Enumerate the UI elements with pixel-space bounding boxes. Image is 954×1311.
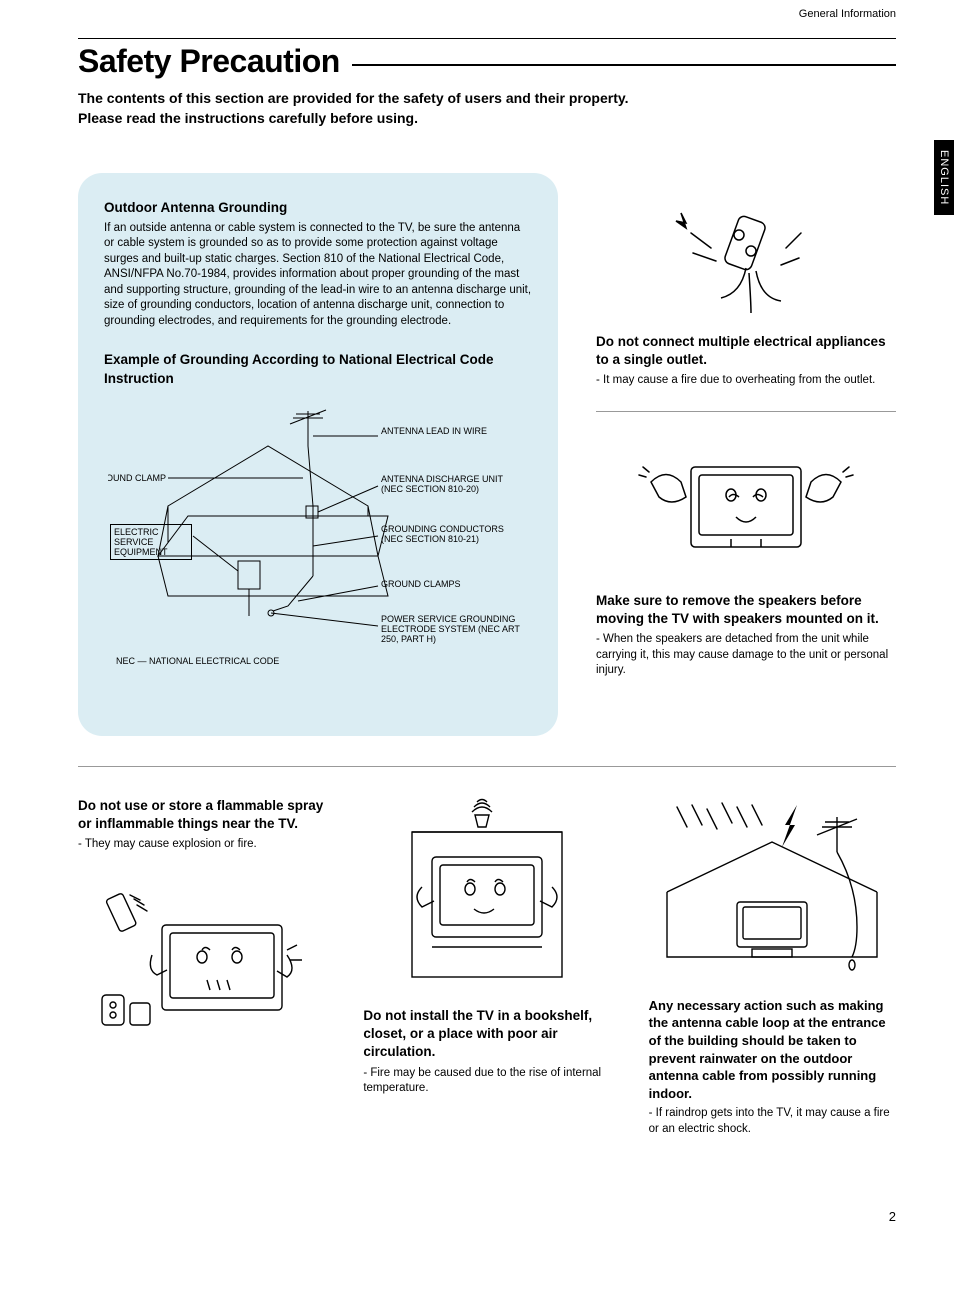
- warning-5-heading: Any necessary action such as making the …: [649, 997, 896, 1102]
- grounding-body: If an outside antenna or cable system is…: [104, 221, 532, 330]
- grounding-heading: Outdoor Antenna Grounding: [104, 199, 532, 217]
- warning-5-body: - If raindrop gets into the TV, it may c…: [649, 1106, 896, 1137]
- header-rule: [78, 38, 896, 39]
- warning-4-heading: Do not install the TV in a bookshelf, cl…: [363, 1007, 610, 1062]
- rain-antenna-illustration: [649, 797, 896, 987]
- warning-2-body: - When the speakers are detached from th…: [596, 632, 896, 679]
- grounding-diagram: GROUND CLAMP ELECTRIC SERVICE EQUIPMENT …: [104, 406, 532, 706]
- title-rule: [352, 64, 896, 66]
- intro-line-1: The contents of this section are provide…: [78, 90, 629, 106]
- grounding-box: Outdoor Antenna Grounding If an outside …: [78, 173, 558, 736]
- warning-4-body: - Fire may be caused due to the rise of …: [363, 1066, 610, 1097]
- warning-1-body: - It may cause a fire due to overheating…: [596, 373, 896, 389]
- label-nec-def: NEC — NATIONAL ELECTRICAL CODE: [116, 656, 279, 666]
- header-section: General Information: [78, 6, 896, 20]
- language-tab: ENGLISH: [934, 140, 954, 215]
- label-ground-clamps: GROUND CLAMPS: [381, 579, 526, 589]
- separator-1: [596, 411, 896, 412]
- bookshelf-tv-illustration: [363, 797, 610, 997]
- warning-3-heading: Do not use or store a flammable spray or…: [78, 797, 325, 833]
- grounding-example-heading: Example of Grounding According to Nation…: [104, 351, 532, 387]
- page-title: Safety Precaution: [78, 43, 896, 80]
- separator-2: [78, 766, 896, 767]
- label-electric-service: ELECTRIC SERVICE EQUIPMENT: [110, 524, 192, 560]
- intro-text: The contents of this section are provide…: [78, 88, 896, 129]
- warning-2-heading: Make sure to remove the speakers before …: [596, 592, 896, 628]
- label-antenna-lead: ANTENNA LEAD IN WIRE: [381, 426, 521, 436]
- label-power-service: POWER SERVICE GROUNDING ELECTRODE SYSTEM…: [381, 614, 526, 644]
- warning-3-body: - They may cause explosion or fire.: [78, 837, 325, 853]
- intro-line-2: Please read the instructions carefully b…: [78, 110, 418, 126]
- label-grounding-conductors: GROUNDING CONDUCTORS (NEC SECTION 810-21…: [381, 524, 526, 544]
- multi-plug-illustration: [596, 173, 896, 323]
- speaker-tv-illustration: [596, 442, 896, 582]
- spray-tv-illustration: [78, 875, 325, 1045]
- warning-1-heading: Do not connect multiple electrical appli…: [596, 333, 896, 369]
- title-text: Safety Precaution: [78, 43, 340, 80]
- label-antenna-discharge: ANTENNA DISCHARGE UNIT (NEC SECTION 810-…: [381, 474, 526, 494]
- label-ground-clamp: GROUND CLAMP: [108, 473, 166, 483]
- page-number: 2: [78, 1209, 896, 1224]
